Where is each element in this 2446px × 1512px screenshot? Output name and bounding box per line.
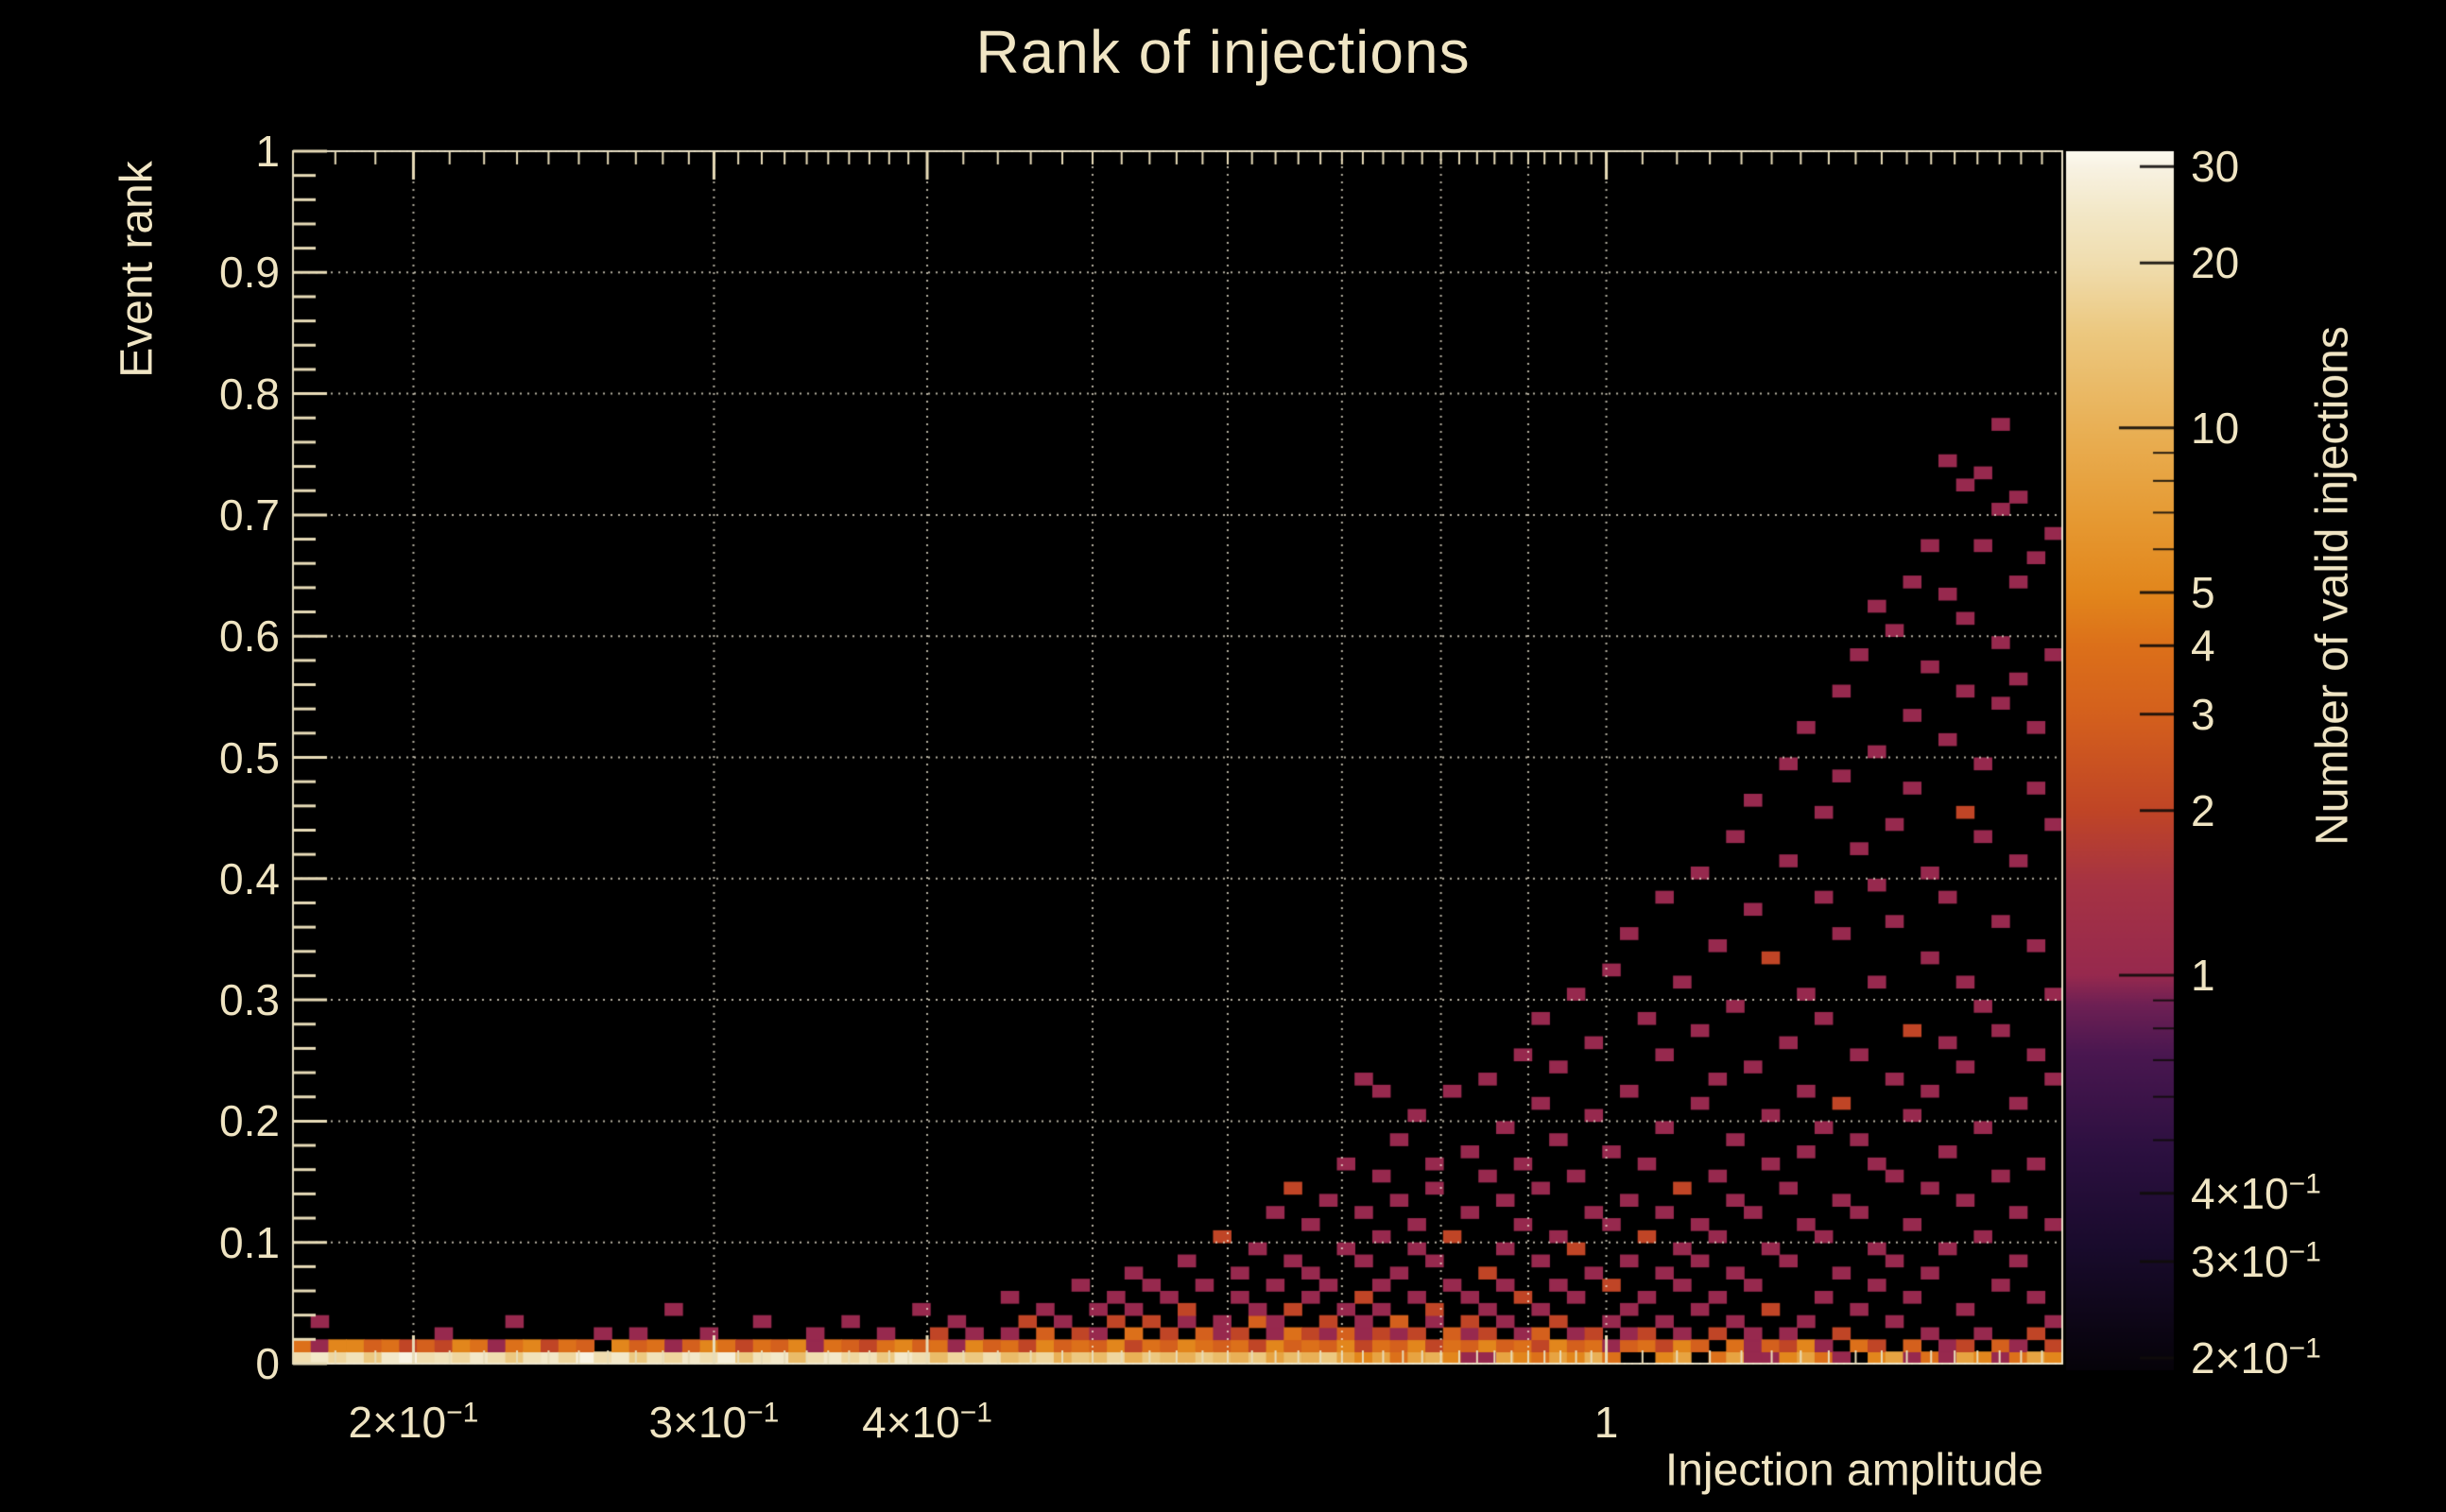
y-tick-label: 0.1 bbox=[219, 1217, 280, 1267]
y-tick-label: 0.4 bbox=[219, 853, 280, 903]
chart-title: Rank of injections bbox=[975, 18, 1471, 86]
colorbar-title: Number of valid injections bbox=[2307, 326, 2358, 846]
colorbar-tick-label: 5 bbox=[2191, 568, 2215, 618]
colorbar-tick-label: 20 bbox=[2191, 238, 2240, 288]
colorbar-tick-label: 3 bbox=[2191, 689, 2215, 739]
colorbar-tick-label: 1 bbox=[2191, 951, 2215, 1001]
y-tick-label: 0 bbox=[255, 1339, 280, 1388]
colorbar-tick-label: 2×10−1 bbox=[2191, 1332, 2321, 1383]
x-tick-label: 2×10−1 bbox=[348, 1397, 479, 1447]
y-tick-label: 0.2 bbox=[219, 1096, 280, 1146]
y-tick-label: 0.6 bbox=[219, 611, 280, 662]
x-tick-label: 4×10−1 bbox=[862, 1397, 992, 1447]
x-tick-label: 3×10−1 bbox=[648, 1397, 780, 1447]
colorbar-tick-label: 10 bbox=[2191, 403, 2240, 453]
colorbar-tick-label: 2 bbox=[2191, 785, 2215, 835]
x-tick-label: 1 bbox=[1593, 1398, 1619, 1447]
y-tick-label: 0.5 bbox=[219, 732, 280, 782]
colorbar-tick-label: 4×10−1 bbox=[2191, 1168, 2321, 1218]
colorbar-tick-label: 3×10−1 bbox=[2191, 1236, 2321, 1287]
y-tick-label: 0.7 bbox=[219, 490, 280, 540]
y-tick-label: 1 bbox=[255, 127, 280, 176]
colorbar-tick-label: 4 bbox=[2191, 621, 2215, 671]
y-tick-label: 0.8 bbox=[219, 369, 280, 419]
colorbar-tick-label: 30 bbox=[2191, 142, 2240, 192]
y-tick-label: 0.3 bbox=[219, 975, 280, 1025]
y-axis-title: Event rank bbox=[112, 161, 163, 378]
y-tick-label: 0.9 bbox=[219, 248, 280, 298]
x-axis-title: Injection amplitude bbox=[1664, 1445, 2044, 1496]
